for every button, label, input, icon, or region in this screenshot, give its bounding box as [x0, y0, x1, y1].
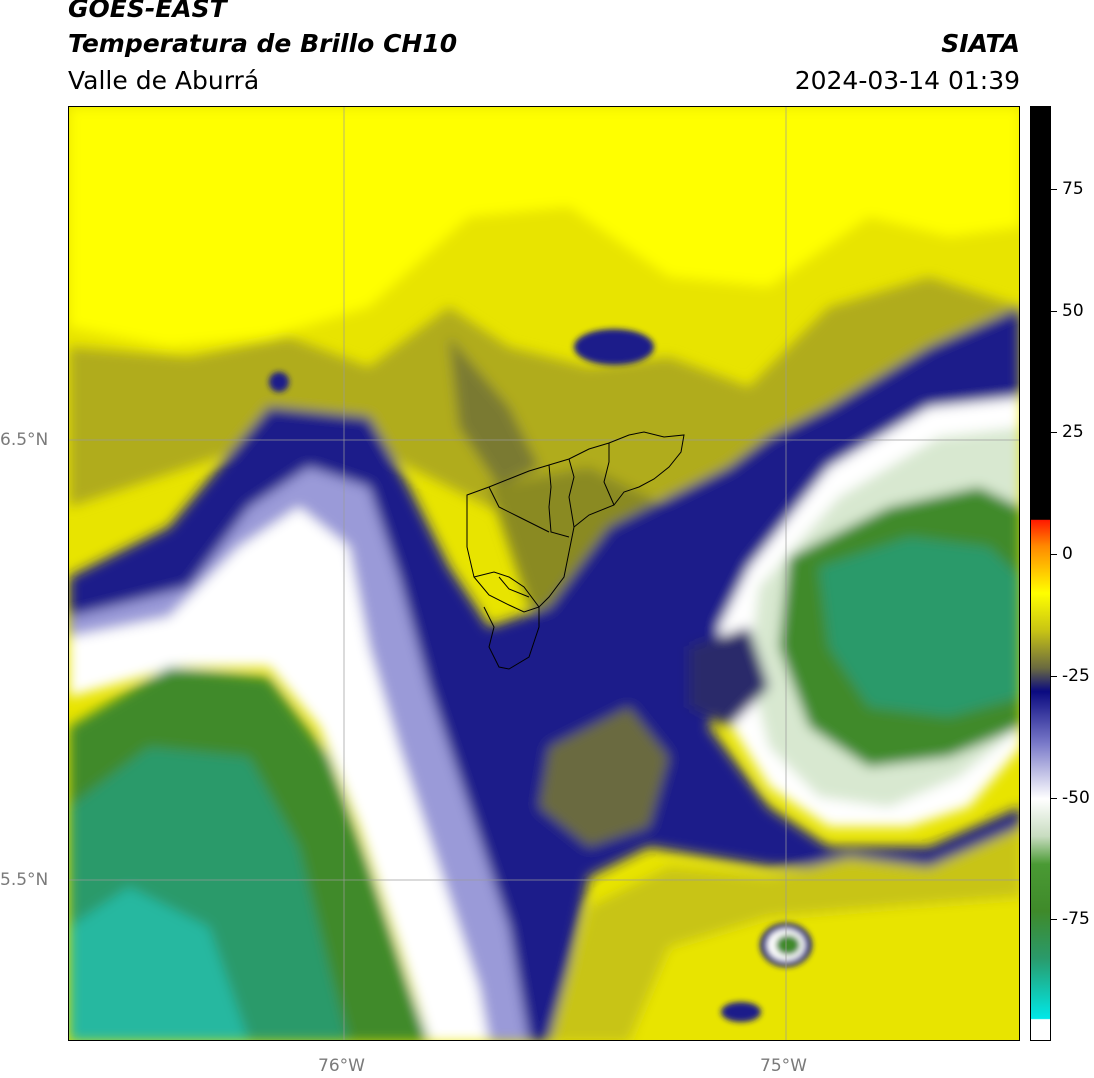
colorbar-tick-label: 25 — [1062, 422, 1084, 443]
colorbar-tick-label: -50 — [1062, 787, 1090, 808]
lat-tick-label: 5.5°N — [0, 870, 49, 890]
colorbar-tick-label: 50 — [1062, 300, 1084, 321]
lat-tick-label: 6.5°N — [0, 430, 49, 450]
product-title: Temperatura de Brillo CH10 — [68, 29, 458, 58]
colorbar-tick-mark — [1051, 554, 1057, 556]
colorbar-tick-mark — [1051, 797, 1057, 799]
brightness-temperature-map — [68, 106, 1020, 1041]
lon-tick-label: 75°W — [760, 1056, 807, 1076]
agency-title: SIATA — [941, 29, 1020, 58]
lon-tick-label: 76°W — [318, 1056, 365, 1076]
colorbar — [1030, 106, 1051, 1041]
colorbar-tick-label: -25 — [1062, 665, 1090, 686]
map-image — [69, 107, 1019, 1040]
colorbar-tick-mark — [1051, 919, 1057, 921]
satellite-title: GOES-EAST — [68, 0, 227, 23]
colorbar-gradient — [1031, 107, 1050, 1040]
colorbar-tick-mark — [1051, 188, 1057, 190]
colorbar-tick-mark — [1051, 310, 1057, 312]
colorbar-tick-label: 0 — [1062, 544, 1073, 565]
colorbar-tick-label: -75 — [1062, 909, 1090, 930]
colorbar-tick-label: 75 — [1062, 178, 1084, 199]
colorbar-tick-mark — [1051, 432, 1057, 434]
region-title: Valle de Aburrá — [68, 66, 260, 95]
colorbar-tick-mark — [1051, 675, 1057, 677]
timestamp: 2024-03-14 01:39 — [794, 66, 1020, 95]
municipality-boundaries — [466, 431, 685, 670]
